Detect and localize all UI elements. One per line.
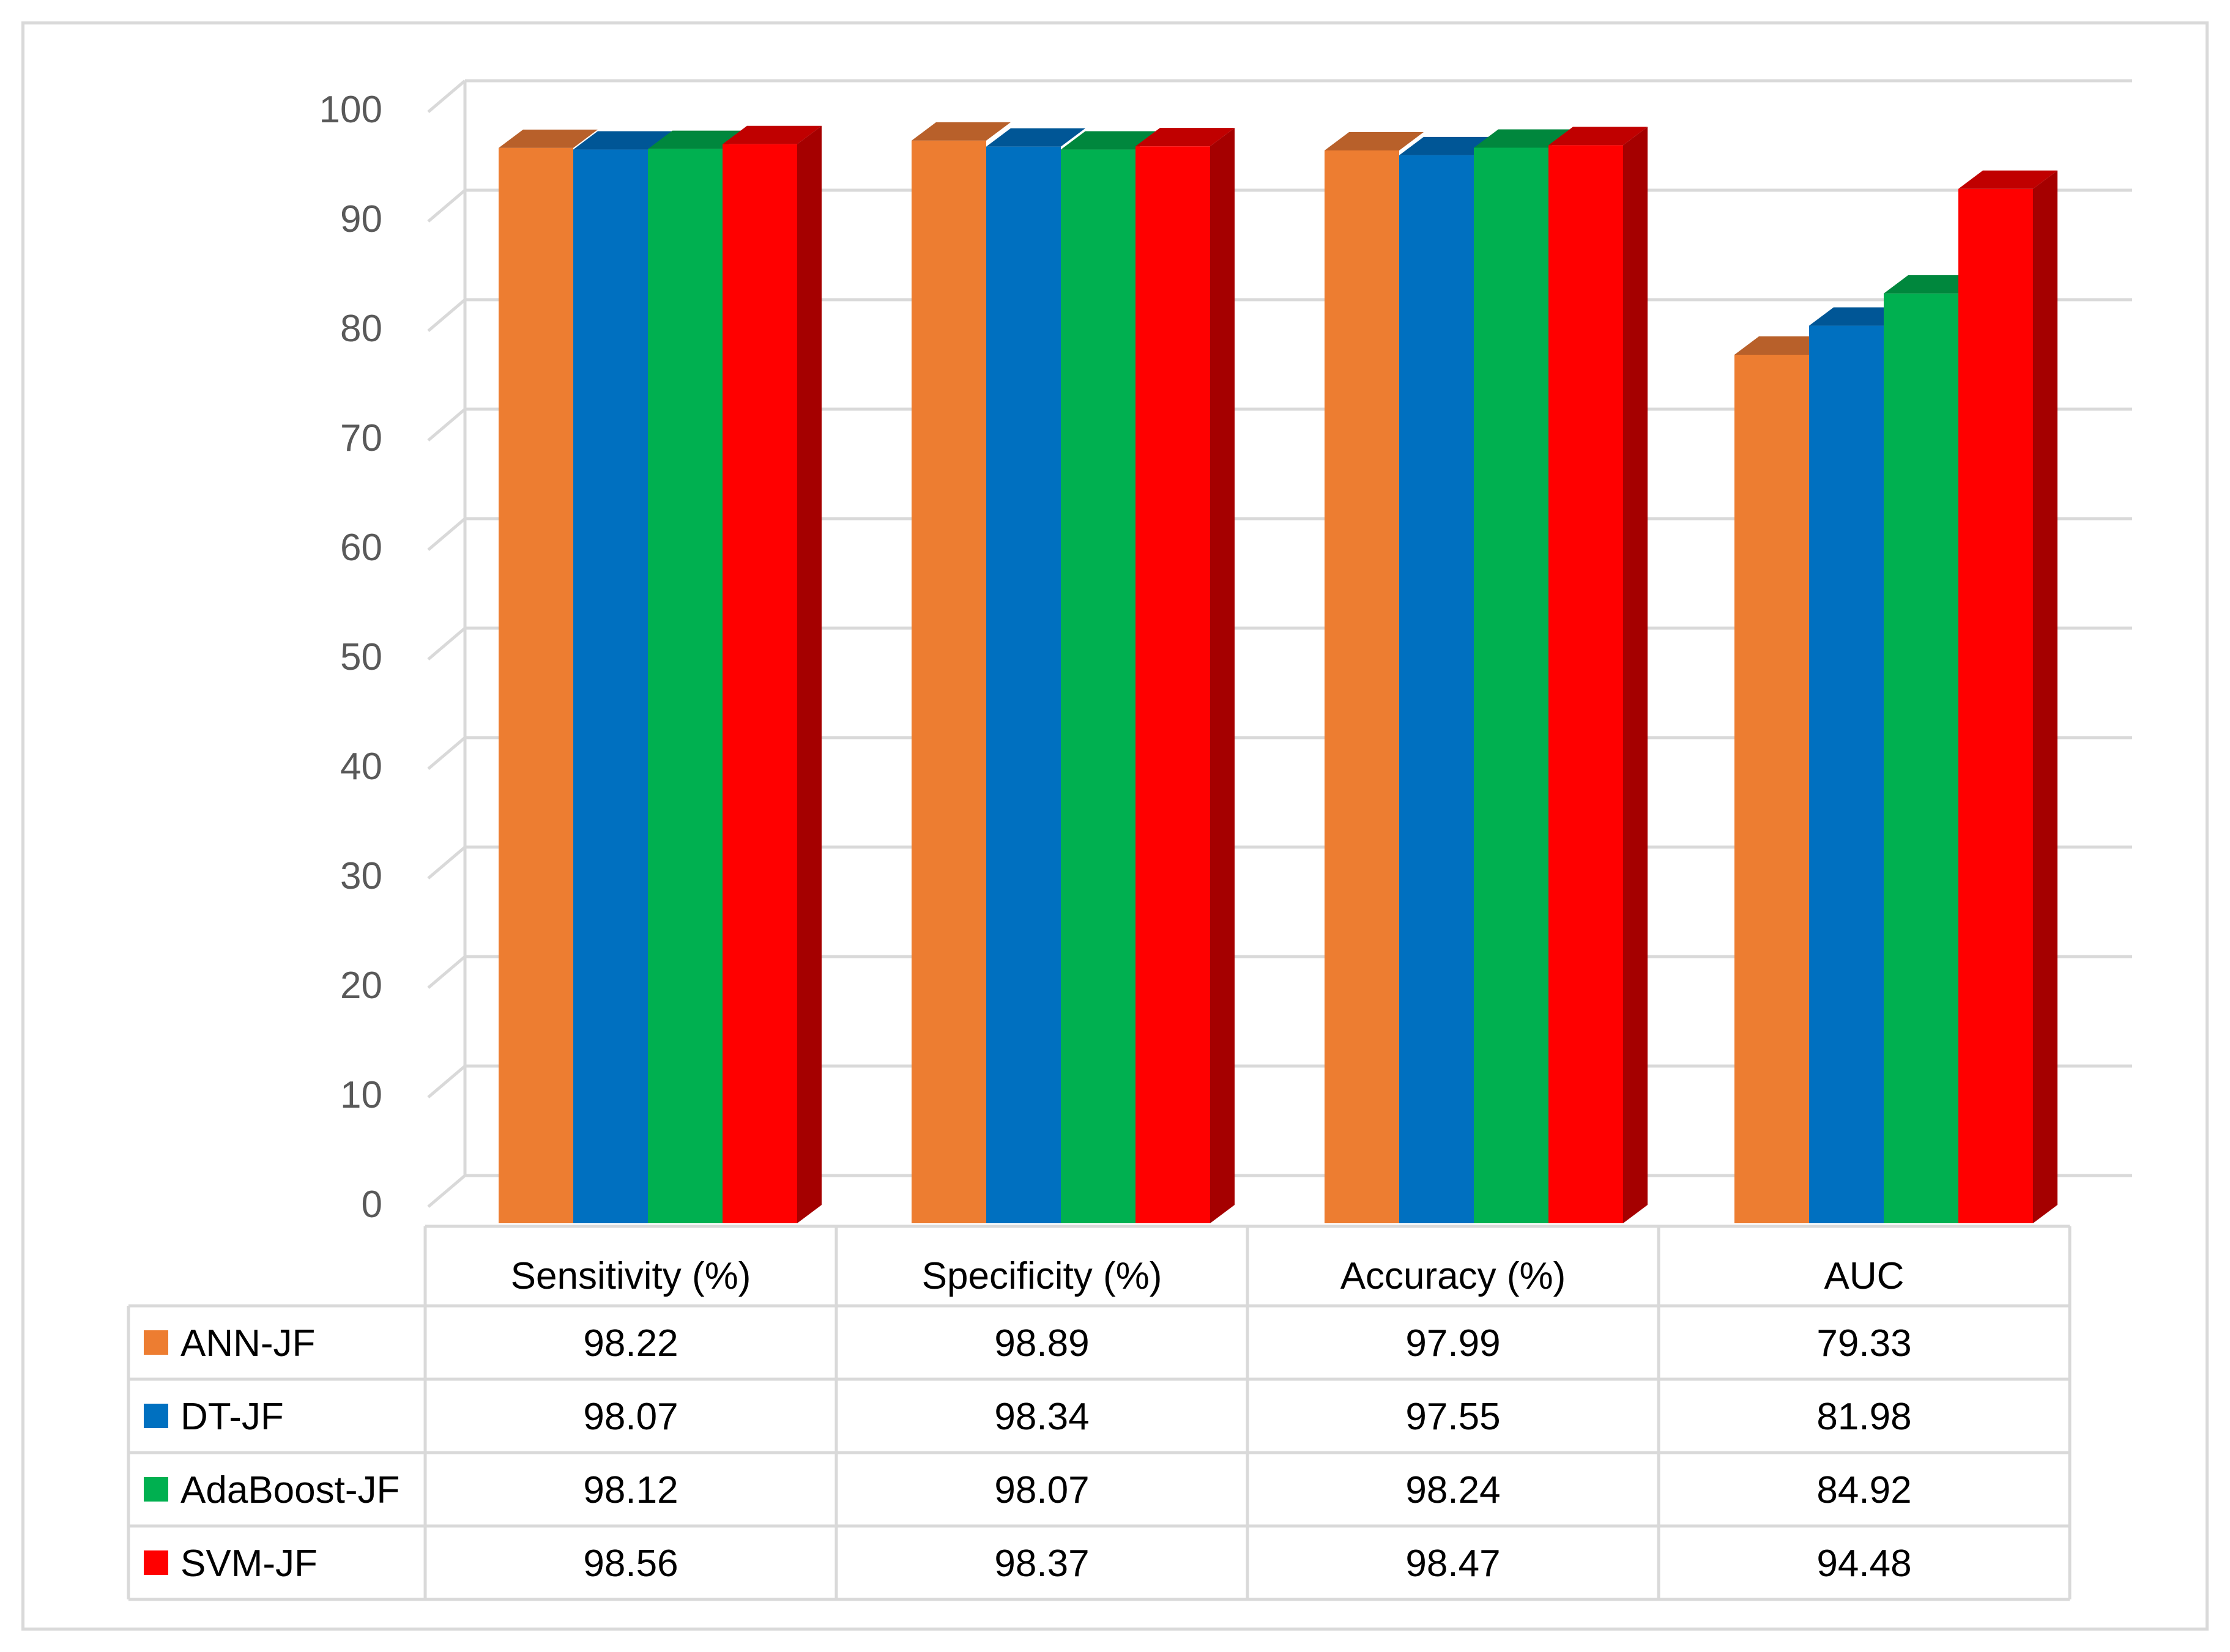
gridline-depth (427, 517, 466, 551)
gridline-depth (427, 1065, 466, 1098)
data-label: 98.07 (994, 1469, 1089, 1511)
bar (1474, 147, 1548, 1223)
data-label: 98.12 (583, 1469, 678, 1511)
bar (1884, 293, 1958, 1223)
bar-side (1623, 127, 1648, 1224)
bar-top (499, 129, 598, 148)
gridline-depth (427, 955, 466, 989)
category-label: Accuracy (%) (1340, 1255, 1566, 1297)
bar (723, 144, 797, 1223)
gridline-depth (427, 846, 466, 880)
bar-top (1325, 131, 1424, 150)
data-label: 98.89 (994, 1322, 1089, 1365)
y-tick-label: 100 (319, 89, 382, 131)
bar-side (2033, 170, 2057, 1224)
bar (1135, 146, 1210, 1223)
data-label: 98.47 (1405, 1543, 1500, 1585)
legend-label: DT-JF (180, 1396, 284, 1438)
y-axis-ticks: 0 10 20 30 40 50 60 70 80 90 100 (319, 89, 382, 1226)
bar (1958, 188, 2033, 1224)
bar (986, 146, 1061, 1224)
bar (499, 147, 573, 1223)
y-tick-label: 60 (340, 527, 382, 569)
y-tick-label: 40 (340, 746, 382, 788)
y-tick-label: 0 (362, 1183, 382, 1226)
bar (1548, 145, 1623, 1224)
bar-top (573, 131, 672, 150)
bar-top (1958, 170, 2057, 189)
bar (648, 149, 723, 1224)
gridline-depth (427, 298, 466, 332)
gridline-depth (427, 408, 466, 442)
bar-top (1884, 275, 1983, 294)
chart-frame: 0 10 20 30 40 50 60 70 80 90 100 Sensitivity (%) Sp… (21, 21, 2209, 1631)
bar-top (1474, 129, 1573, 148)
data-table: Sensitivity (%) Specificity (%) Accuracy (… (127, 1224, 2072, 1601)
data-label: 81.98 (1816, 1396, 1911, 1438)
y-tick-label: 20 (340, 965, 382, 1007)
category-label: Specificity (%) (922, 1255, 1162, 1297)
legend-swatch (144, 1404, 168, 1428)
bar-top (1399, 136, 1498, 155)
y-tick-label: 50 (340, 636, 382, 678)
data-label: 97.55 (1405, 1396, 1500, 1438)
y-tick-label: 80 (340, 308, 382, 350)
bar-top (986, 128, 1085, 147)
bar (1734, 354, 1809, 1224)
gridline-depth (427, 736, 466, 770)
bar (912, 140, 986, 1223)
legend-swatch (144, 1477, 168, 1502)
bar (1325, 150, 1399, 1223)
bar-side (797, 125, 822, 1223)
bar-top (1061, 131, 1160, 150)
bar-side (1210, 128, 1235, 1223)
legend-label: AdaBoost-JF (180, 1469, 400, 1511)
y-tick-label: 90 (340, 198, 382, 240)
bar (1809, 325, 1884, 1223)
bar (573, 149, 648, 1223)
legend-label: SVM-JF (180, 1543, 318, 1585)
data-label: 98.24 (1405, 1469, 1500, 1511)
bar (1061, 149, 1135, 1223)
legend-swatch (144, 1330, 168, 1355)
category-label: AUC (1824, 1255, 1905, 1297)
data-label: 98.22 (583, 1322, 678, 1365)
bar-chart: 0 10 20 30 40 50 60 70 80 90 100 Sensitivity (%) Sp… (127, 79, 2132, 1601)
gridline-depth (427, 627, 466, 661)
y-tick-label: 70 (340, 417, 382, 459)
legend-swatch (144, 1550, 168, 1575)
category-label: Sensitivity (%) (511, 1255, 751, 1297)
y-tick-label: 10 (340, 1074, 382, 1116)
data-label: 79.33 (1816, 1322, 1911, 1365)
bar-top (648, 130, 747, 149)
bars (499, 122, 2057, 1224)
gridline-depth (427, 1174, 466, 1208)
bar-top (912, 122, 1011, 141)
bar-top (1548, 127, 1648, 146)
gridline-depth (427, 80, 466, 113)
gridline-depth (427, 189, 466, 223)
data-label: 98.07 (583, 1396, 678, 1438)
data-label: 94.48 (1816, 1543, 1911, 1585)
bar-top (1809, 307, 1908, 326)
data-label: 98.56 (583, 1543, 678, 1585)
data-label: 98.37 (994, 1543, 1089, 1585)
bar-top (1135, 128, 1235, 147)
data-label: 84.92 (1816, 1469, 1911, 1511)
bar-top (1734, 336, 1834, 355)
y-tick-label: 30 (340, 855, 382, 897)
data-label: 98.34 (994, 1396, 1089, 1438)
legend-label: ANN-JF (180, 1322, 315, 1365)
data-label: 97.99 (1405, 1322, 1500, 1365)
bar-top (723, 125, 822, 144)
bar (1399, 155, 1474, 1224)
